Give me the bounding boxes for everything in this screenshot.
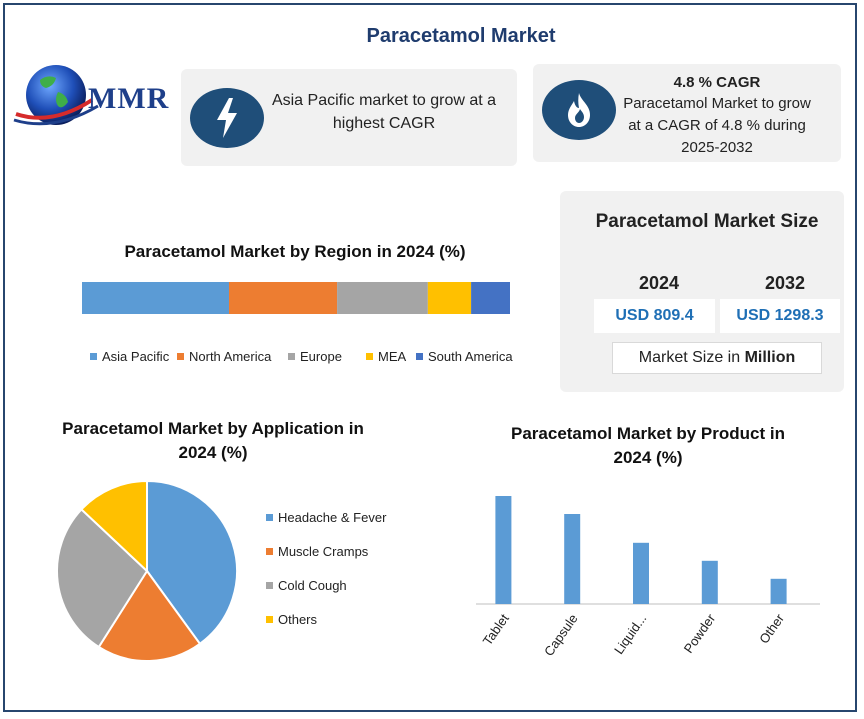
pie-slice-cold-cough — [56, 507, 149, 649]
bar-powder — [701, 560, 718, 604]
logo-text: MMR — [88, 82, 170, 115]
legend-label: North America — [189, 349, 272, 364]
legend-swatch — [266, 548, 273, 555]
bar-tablet — [495, 496, 512, 604]
legend-item-others: Others — [266, 612, 317, 627]
legend-item-europe: Europe — [288, 349, 342, 364]
legend-item-north-america: North America — [177, 349, 271, 364]
legend-swatch — [266, 616, 273, 623]
legend-swatch — [177, 353, 184, 360]
legend-swatch — [90, 353, 97, 360]
cagr-text: Paracetamol Market to grow at a CAGR of … — [623, 95, 811, 156]
unit-bold: Million — [744, 349, 796, 366]
tick-label-tablet: Tablet — [480, 611, 512, 648]
cagr-heading: 4.8 % CAGR — [673, 74, 761, 91]
legend-swatch — [416, 353, 423, 360]
legend-item-muscle-cramps: Muscle Cramps — [266, 544, 368, 559]
region-growth-text: Asia Pacific market to grow at a highest… — [271, 92, 497, 132]
legend-item-cold-cough: Cold Cough — [266, 578, 347, 593]
application-pie-chart — [56, 479, 238, 662]
region-stacked-bar — [82, 282, 510, 314]
region-segment-north-america — [228, 282, 338, 314]
flame-icon — [542, 80, 616, 140]
legend-swatch — [288, 353, 295, 360]
value-2024: USD 809.4 — [594, 299, 715, 333]
legend-label: Others — [278, 612, 318, 627]
legend-item-mea: MEA — [366, 349, 406, 364]
bar-other — [770, 578, 787, 604]
year-2032: 2032 — [764, 273, 806, 293]
legend-label: MEA — [378, 349, 407, 364]
legend-swatch — [366, 353, 373, 360]
highlight-card-region: Asia Pacific market to grow at a highest… — [181, 69, 517, 166]
legend-swatch — [266, 582, 273, 589]
market-size-title: Paracetamol Market Size — [595, 211, 819, 232]
tick-label-other: Other — [756, 611, 787, 647]
bar-liquid — [633, 542, 649, 604]
tick-label-liquid: Liquid... — [611, 611, 649, 657]
unit-prefix: Market Size in — [638, 349, 745, 366]
market-size-unit: Market Size in Million — [612, 342, 822, 374]
globe-icon — [13, 65, 99, 126]
year-2024: 2024 — [638, 273, 680, 293]
region-legend: Asia Pacific North America Europe MEA South … — [90, 349, 520, 369]
application-legend: Headache & Fever Muscle Cramps Cold Cough O… — [266, 510, 416, 640]
product-chart-title: Paracetamol Market by Product in 2024 (%… — [511, 424, 785, 467]
region-chart-title: Paracetamol Market by Region in 2024 (%) — [124, 242, 466, 261]
legend-label: Europe — [300, 349, 342, 364]
outer-frame — [3, 3, 857, 712]
legend-label: Asia Pacific — [102, 349, 170, 364]
pie-slice-headache-fever — [146, 479, 238, 646]
legend-label: Cold Cough — [278, 578, 347, 593]
legend-label: South America — [428, 349, 513, 364]
product-bar-chart: Tablet Capsule Liquid... Powder Other — [476, 496, 820, 659]
market-size-card: Paracetamol Market Size 2024 2032 USD 80… — [560, 191, 844, 392]
region-segment-south-america — [471, 282, 510, 314]
region-segment-mea — [427, 282, 472, 314]
legend-item-asia-pacific: Asia Pacific — [90, 349, 169, 364]
pie-slice-muscle-cramps — [97, 569, 202, 662]
tick-label-powder: Powder — [681, 611, 719, 656]
page-title: Paracetamol Market — [366, 25, 556, 47]
pie-slice-others — [79, 479, 148, 574]
application-chart-title: Paracetamol Market by Application in 202… — [62, 419, 364, 462]
value-2032: USD 1298.3 — [720, 299, 840, 333]
mmr-logo — [12, 62, 177, 132]
legend-label: Headache & Fever — [278, 510, 387, 525]
tick-label-capsule: Capsule — [541, 611, 581, 659]
region-segment-asia-pacific — [82, 282, 229, 314]
highlight-card-cagr: 4.8 % CAGR Paracetamol Market to grow at… — [533, 64, 841, 162]
legend-swatch — [266, 514, 273, 521]
lightning-icon — [190, 88, 264, 148]
legend-label: Muscle Cramps — [278, 544, 369, 559]
region-segment-europe — [337, 282, 428, 314]
legend-item-headache-fever: Headache & Fever — [266, 510, 386, 525]
bar-capsule — [564, 514, 581, 604]
legend-item-south-america: South America — [416, 349, 513, 364]
